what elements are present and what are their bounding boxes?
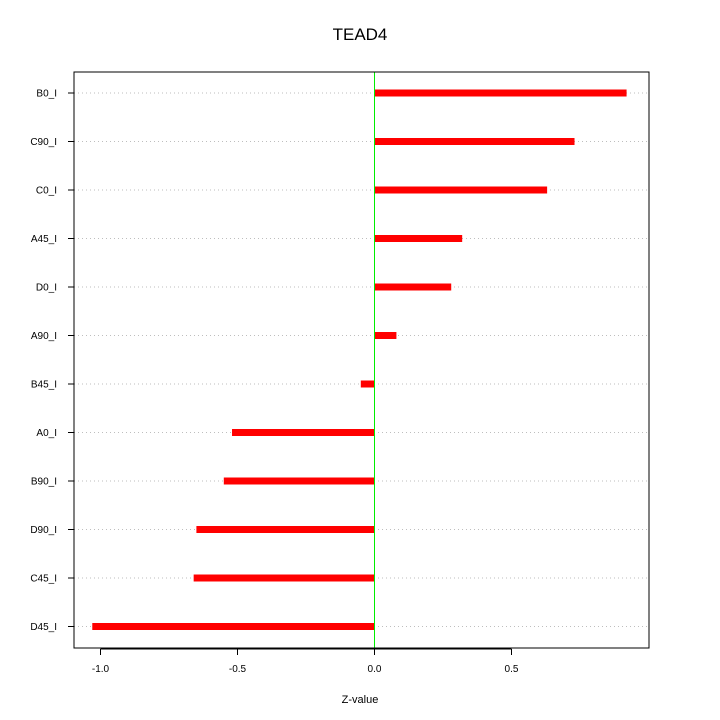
y-axis: B0_I C90_I C0_I A45_I D0_I A90_I B45_I A0_I B90_… — [30, 89, 74, 633]
bar-c45-i — [193, 574, 375, 582]
bar-b90-i — [223, 477, 375, 485]
y-tick-label: C90_I — [30, 137, 57, 148]
y-tick-label: B0_I — [36, 89, 57, 100]
bar-a45-i — [374, 235, 463, 242]
x-tick-label: -1.0 — [92, 664, 110, 675]
y-tick-label: D90_I — [30, 525, 57, 536]
y-tick-label: D45_I — [30, 622, 57, 633]
bar-b0-i — [374, 89, 627, 97]
x-tick-label: -0.5 — [229, 664, 247, 675]
bar-d0-i — [374, 283, 452, 291]
gridlines — [74, 92, 649, 627]
y-tick-label: B45_I — [31, 380, 57, 391]
y-tick-label: A45_I — [31, 234, 57, 245]
bar-d90-i — [196, 526, 375, 533]
plot-frame — [73, 71, 650, 649]
bar-c0-i — [374, 186, 548, 194]
chart-title: TEAD4 — [333, 25, 388, 44]
y-tick-label: C45_I — [30, 574, 57, 585]
bar-b45-i — [360, 380, 375, 388]
bar-d45-i — [92, 623, 375, 630]
bar-a90-i — [374, 332, 397, 339]
bar-c90-i — [374, 138, 575, 145]
x-axis: -1.0 -0.5 0.0 0.5 — [92, 648, 519, 675]
y-tick-label: B90_I — [31, 477, 57, 488]
y-tick-label: D0_I — [36, 283, 57, 294]
y-tick-label: C0_I — [36, 186, 57, 197]
y-tick-label: A90_I — [31, 331, 57, 342]
bar-a0-i — [232, 429, 375, 436]
y-tick-label: A0_I — [36, 428, 57, 439]
bars — [92, 89, 627, 630]
x-tick-label: 0.5 — [505, 664, 519, 675]
x-tick-label: 0.0 — [368, 664, 382, 675]
x-axis-label: Z-value — [342, 694, 379, 706]
